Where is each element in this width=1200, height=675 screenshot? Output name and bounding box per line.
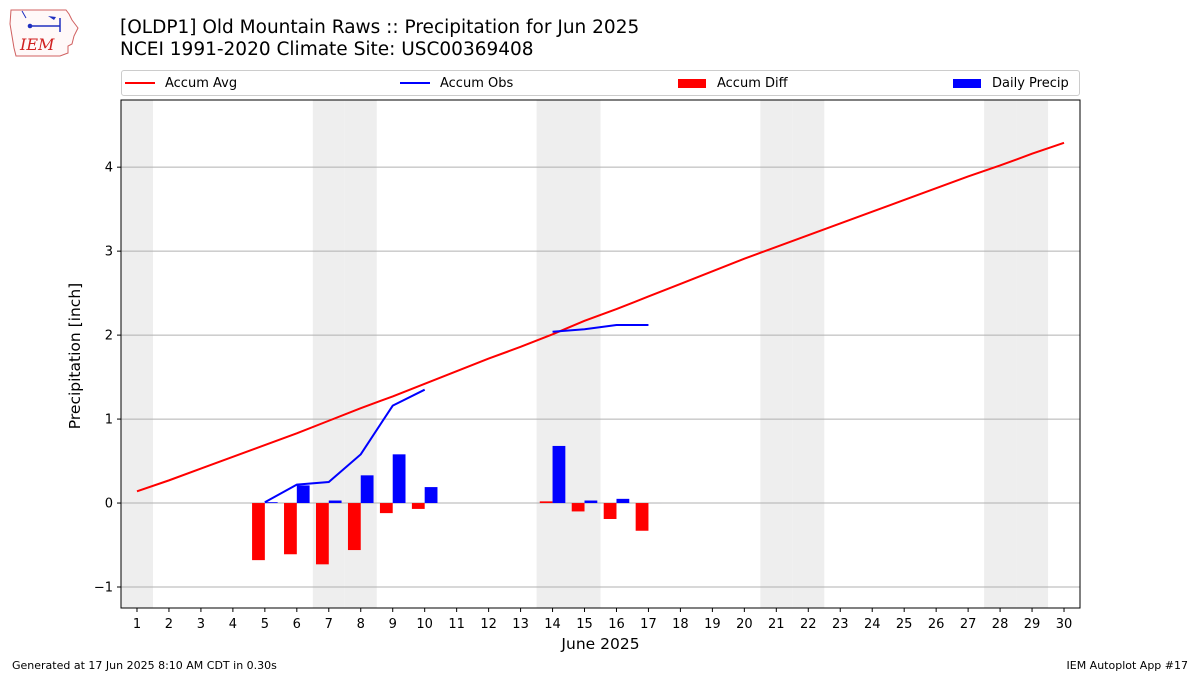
daily-precip-bar-15 <box>584 500 598 504</box>
app-credit: IEM Autoplot App #17 <box>1066 659 1189 672</box>
accum-diff-bar-14 <box>539 501 553 504</box>
x-tick-label: 11 <box>448 617 465 632</box>
accum-diff-bar-6 <box>284 503 297 555</box>
legend-swatch <box>125 82 155 84</box>
x-tick-label: 14 <box>544 617 561 632</box>
chart-subtitle: NCEI 1991-2020 Climate Site: USC00369408 <box>120 39 534 60</box>
x-tick-label: 27 <box>960 617 977 632</box>
accum-diff-bar-17 <box>635 503 649 531</box>
generated-timestamp: Generated at 17 Jun 2025 8:10 AM CDT in … <box>12 659 277 672</box>
legend-item-daily-precip: Daily Precip <box>953 71 1069 95</box>
x-tick-label: 5 <box>261 617 269 632</box>
daily-precip-bar-7 <box>328 500 342 504</box>
x-tick-label: 6 <box>293 617 301 632</box>
x-tick-label: 25 <box>896 617 913 632</box>
x-tick-label: 23 <box>832 617 849 632</box>
weekend-shade-28 <box>984 100 1017 608</box>
daily-precip-bar-10 <box>424 487 438 504</box>
legend-label: Accum Avg <box>165 75 238 91</box>
weekend-shade-14 <box>536 100 569 608</box>
x-axis-label: June 2025 <box>560 635 639 653</box>
x-tick-label: 19 <box>704 617 721 632</box>
y-tick-label: 3 <box>105 245 113 260</box>
y-tick-label: 2 <box>105 329 113 344</box>
x-tick-label: 16 <box>608 617 625 632</box>
legend-item-accum-avg: Accum Avg <box>125 71 237 95</box>
weekend-shade-29 <box>1016 100 1049 608</box>
x-tick-label: 29 <box>1024 617 1041 632</box>
daily-precip-bar-16 <box>616 498 630 504</box>
legend-item-accum-diff: Accum Diff <box>678 71 788 95</box>
legend-label: Daily Precip <box>992 75 1069 91</box>
accum-diff-bar-10 <box>411 503 425 509</box>
accum-diff-bar-9 <box>379 503 393 514</box>
weekend-shade-21 <box>760 100 793 608</box>
accum-diff-bar-8 <box>347 503 361 551</box>
x-tick-label: 22 <box>800 617 817 632</box>
x-tick-label: 7 <box>325 617 333 632</box>
legend-swatch <box>953 78 981 88</box>
y-tick-label: −1 <box>94 581 113 596</box>
accum-obs-line-segment-2 <box>552 324 649 333</box>
accum-diff-bar-5 <box>252 503 265 561</box>
x-tick-label: 15 <box>576 617 593 632</box>
weekend-shade-1 <box>121 100 153 608</box>
logo-text: IEM <box>19 35 55 54</box>
x-tick-label: 2 <box>165 617 173 632</box>
daily-precip-bar-6 <box>296 485 310 504</box>
daily-precip-bar-8 <box>360 475 374 504</box>
accum-diff-bar-7 <box>315 503 329 565</box>
legend-swatch <box>400 82 430 84</box>
x-tick-label: 24 <box>864 617 881 632</box>
accum-diff-bar-16 <box>603 503 617 519</box>
x-tick-label: 30 <box>1056 617 1073 632</box>
y-tick-label: 0 <box>105 497 113 512</box>
legend-swatch <box>678 78 706 88</box>
legend: Accum Avg Accum Obs Accum Diff Daily Pre… <box>121 70 1080 96</box>
x-tick-label: 20 <box>736 617 753 632</box>
x-tick-label: 10 <box>416 617 433 632</box>
x-tick-label: 26 <box>928 617 945 632</box>
x-tick-label: 3 <box>197 617 205 632</box>
x-tick-label: 28 <box>992 617 1009 632</box>
x-tick-label: 12 <box>480 617 497 632</box>
daily-precip-bar-5 <box>264 502 278 504</box>
x-tick-label: 13 <box>512 617 529 632</box>
daily-precip-bar-14 <box>552 445 566 504</box>
x-tick-label: 9 <box>389 617 397 632</box>
iem-logo: IEM <box>9 9 79 57</box>
x-tick-label: 21 <box>768 617 785 632</box>
accum-avg-line <box>136 141 1065 493</box>
x-tick-label: 4 <box>229 617 237 632</box>
x-tick-label: 1 <box>133 617 141 632</box>
accum-obs-line-segment-1 <box>264 388 426 504</box>
y-axis-label: Precipitation [inch] <box>66 283 84 429</box>
plot-frame <box>120 99 1081 609</box>
y-tick-label: 4 <box>105 161 113 176</box>
daily-precip-bar-9 <box>392 454 406 504</box>
chart-title: [OLDP1] Old Mountain Raws :: Precipitati… <box>120 17 640 38</box>
wind-vane-icon <box>48 16 56 20</box>
weekend-shade-15 <box>568 100 601 608</box>
y-tick-label: 1 <box>105 413 113 428</box>
iowa-state-outline <box>9 9 79 57</box>
legend-item-accum-obs: Accum Obs <box>400 71 513 95</box>
legend-label: Accum Obs <box>440 75 514 91</box>
accum-diff-bar-15 <box>571 503 585 512</box>
x-tick-label: 18 <box>672 617 689 632</box>
legend-label: Accum Diff <box>717 75 788 91</box>
x-tick-label: 17 <box>640 617 657 632</box>
x-tick-label: 8 <box>357 617 365 632</box>
weekend-shade-22 <box>792 100 825 608</box>
